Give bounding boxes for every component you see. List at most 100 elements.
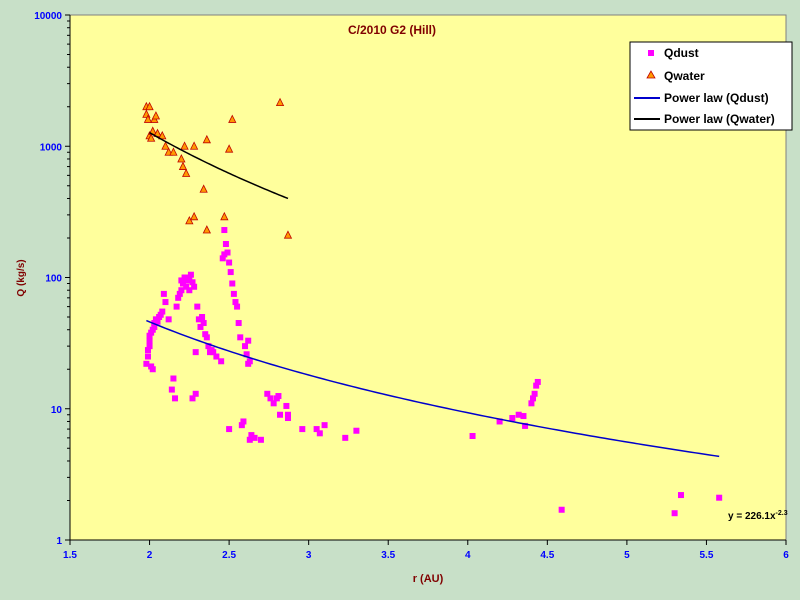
qdust-point <box>235 320 242 327</box>
qdust-point <box>226 426 233 433</box>
qwater-point <box>158 130 167 140</box>
qdust-point <box>264 390 271 397</box>
qdust-point <box>222 240 229 247</box>
y-tick-label: 100 <box>45 274 62 285</box>
qdust-point <box>221 251 228 258</box>
qwater-point <box>161 141 170 150</box>
qdust-point <box>232 299 239 306</box>
qdust-point <box>175 294 182 301</box>
x-tick-label: 2.5 <box>222 550 236 561</box>
qdust-point <box>275 393 282 400</box>
qdust-point <box>246 358 253 365</box>
x-tick-label: 3.5 <box>381 550 395 561</box>
qdust-point <box>558 506 565 513</box>
qdust-point <box>299 426 306 433</box>
qwater-point <box>202 134 211 144</box>
qdust-point <box>283 402 290 409</box>
qwater-point <box>143 114 153 123</box>
qdust-point <box>226 259 233 266</box>
qdust-point <box>251 434 258 441</box>
qdust-point <box>178 277 185 284</box>
x-axis-label: r (AU) <box>413 573 444 585</box>
legend-label-power-law-dust: Power law (Qdust) <box>664 91 769 105</box>
legend-label-qwater: Qwater <box>664 69 705 83</box>
qdust-point <box>242 343 249 350</box>
qwater-point <box>220 211 229 221</box>
y-tick-label: 10000 <box>34 11 62 22</box>
qdust-point <box>189 279 196 286</box>
qdust-point <box>187 271 194 278</box>
x-tick-label: 6 <box>783 550 789 561</box>
qdust-point <box>520 413 527 420</box>
qdust-point <box>210 349 217 356</box>
qdust-point <box>183 283 190 290</box>
qdust-point <box>284 411 291 418</box>
qdust-point <box>316 430 323 437</box>
qwater-point <box>145 101 154 111</box>
qdust-point <box>237 334 244 341</box>
legend-box <box>629 41 793 131</box>
trendline-equation-exponent: -2.3 <box>776 510 788 517</box>
qdust-point <box>194 303 201 310</box>
x-tick-label: 1.5 <box>63 550 77 561</box>
y-tick-label: 1000 <box>40 142 63 153</box>
qdust-point <box>234 303 241 310</box>
qwater-point <box>189 141 199 150</box>
data-marks-layer <box>142 97 723 517</box>
qdust-point <box>205 343 212 350</box>
qdust-point <box>221 227 228 234</box>
x-tick-label: 2 <box>147 550 153 561</box>
qdust-point <box>219 255 226 262</box>
qdust-point <box>144 347 151 354</box>
qdust-point <box>496 418 503 425</box>
qdust-point <box>533 382 540 389</box>
qdust-point <box>531 390 538 397</box>
qdust-point <box>203 334 210 341</box>
qdust-point <box>179 280 186 287</box>
qdust-point <box>277 411 284 418</box>
axes-layer: 1 10 100 1000 10000 1.5 2 2.5 3 3.5 4 4.5 5 5.5 6 <box>34 11 789 561</box>
chart-legend: Qdust Qwater Power law (Qdust) Power law… <box>629 41 793 131</box>
qdust-point <box>143 360 150 367</box>
qdust-point <box>284 415 291 422</box>
qdust-point <box>144 353 151 360</box>
legend-marker-qdust <box>648 50 654 56</box>
qdust-point <box>528 400 535 407</box>
qdust-point <box>677 492 684 499</box>
qwater-point <box>185 215 194 225</box>
qdust-point <box>716 494 723 501</box>
y-tick-label: 1 <box>56 536 62 547</box>
x-tick-label: 4.5 <box>540 550 554 561</box>
trendline-equation: y = 226.1x-2.3 <box>728 510 788 522</box>
qwater-point <box>177 154 186 163</box>
qwater-point <box>146 133 156 142</box>
qdust-point <box>168 386 175 393</box>
chart-title: C/2010 G2 (Hill) <box>348 23 436 37</box>
qdust-point <box>342 434 349 441</box>
qwater-point <box>275 97 285 107</box>
qdust-point <box>189 395 196 402</box>
qdust-point <box>186 287 193 294</box>
qdust-point <box>469 432 476 439</box>
qwater-point <box>199 184 208 193</box>
qwater-point <box>182 168 191 177</box>
qwater-point <box>228 114 237 123</box>
x-tick-label: 5 <box>624 550 630 561</box>
x-tick-label: 4 <box>465 550 471 561</box>
y-axis-label: Q (kg/s) <box>16 259 27 296</box>
qdust-point <box>146 337 153 344</box>
qdust-point <box>151 323 158 330</box>
qdust-point <box>178 287 185 294</box>
qdust-point <box>170 375 177 382</box>
qwater-point <box>189 211 199 221</box>
qwater-point <box>180 141 189 150</box>
qdust-point <box>146 343 153 350</box>
x-tick-label: 3 <box>306 550 312 561</box>
qdust-point <box>160 290 167 297</box>
qdust-point <box>149 366 156 373</box>
qdust-point <box>530 395 537 402</box>
qdust-point <box>157 311 164 318</box>
qdust-point <box>230 290 237 297</box>
qwater-point <box>202 225 211 234</box>
